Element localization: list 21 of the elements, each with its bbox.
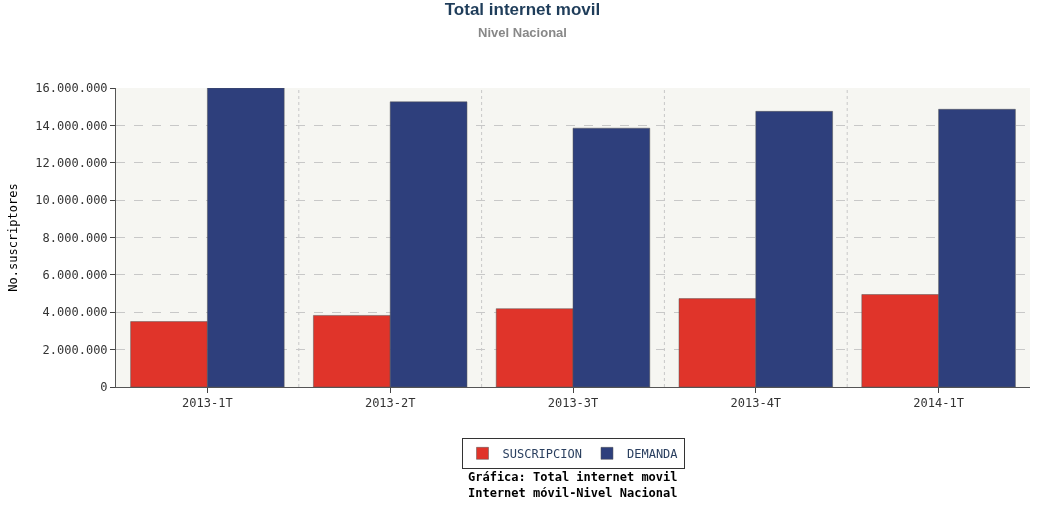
y-tick-label: 4.000.000 <box>42 305 108 320</box>
text: Gráfica: Total internet movil <box>468 470 678 484</box>
text: Internet móvil-Nivel Nacional <box>468 486 678 500</box>
y-tick-label: 16.000.000 <box>35 81 108 96</box>
y-tick-label: 14.000.000 <box>35 118 108 133</box>
x-tick-label: 2014-1T <box>913 396 964 411</box>
chart-subtitle: Nivel Nacional <box>478 25 567 41</box>
chart-title: Total internet movil <box>444 0 601 20</box>
x-tick-label: 2013-3T <box>547 396 599 411</box>
x-tick-label: 2013-4T <box>730 396 782 411</box>
x-tick-label: 2013-1T <box>182 396 233 411</box>
y-tick-label: 12.000.000 <box>35 155 108 170</box>
legend-label: SUSCRIPCION <box>502 447 582 462</box>
y-axis-title: No.suscriptores <box>5 183 20 292</box>
y-tick-label: 2.000.000 <box>42 342 108 357</box>
legend-label: DEMANDA <box>626 447 679 462</box>
y-tick-label: 6.000.000 <box>42 268 108 283</box>
y-tick-label: 0 <box>100 380 108 395</box>
x-tick-label: 2013-2T <box>364 396 416 411</box>
y-tick-label: 10.000.000 <box>35 193 108 208</box>
y-tick-label: 8.000.000 <box>42 230 108 245</box>
